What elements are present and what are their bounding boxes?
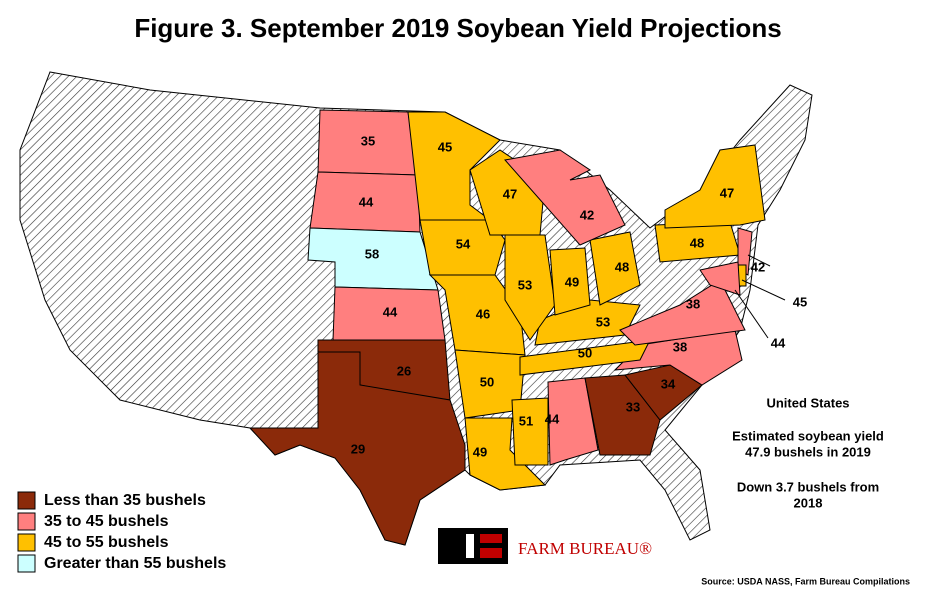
legend-swatch [17,512,36,531]
state-value: 38 [686,296,700,311]
legend-label: 45 to 55 bushels [44,534,169,551]
note: United States [766,395,849,410]
state [584,374,661,456]
state [504,149,626,246]
note: Down 3.7 bushels from [737,479,879,494]
state [519,339,651,376]
leader-line [734,289,769,339]
state-value: 49 [565,274,579,289]
leader-lines [734,254,786,339]
state-value: 44 [383,304,398,319]
note: 47.9 bushels in 2019 [745,444,871,459]
legend-swatch [17,554,36,573]
state-value: 48 [690,235,704,250]
state-value: 38 [673,339,687,354]
state [664,144,766,229]
state [699,261,741,296]
legend-swatch [17,533,36,552]
state-value: 44 [771,335,786,350]
logo-mark [466,534,474,558]
state-value: 46 [476,306,490,321]
state-value: 53 [518,277,532,292]
state [737,227,753,276]
state-value: 48 [615,259,629,274]
leader-line [741,279,786,301]
state [419,219,506,276]
state [504,234,556,341]
state-value: 50 [480,374,494,389]
state-value: 50 [578,345,592,360]
state-value: 44 [545,411,560,426]
logo-mark [480,548,502,558]
state-value: 49 [473,444,487,459]
logo-mark [480,534,502,543]
title: Figure 3. September 2019 Soybean Yield P… [134,13,781,43]
state [619,279,746,346]
state [464,417,547,491]
state-value: 53 [596,314,610,329]
leader-line [747,254,771,267]
state-value: 29 [351,441,365,456]
state-value: 42 [580,207,594,222]
legend: Less than 35 bushels 35 to 45 bushels 45 t… [17,491,226,573]
state [589,231,641,306]
state-value: 44 [359,194,374,209]
legend-label: Greater than 55 bushels [44,555,226,572]
state-value: 26 [397,363,411,378]
state-value: 34 [661,376,676,391]
state-value: 33 [626,399,640,414]
states: 35 44 58 44 26 29 45 54 46 50 49 51 44 33 34 38 50 53 38 47… [248,109,807,546]
notes: United States Estimated soybean yield47.9… [732,395,884,510]
state-value: 45 [793,294,807,309]
state-value: 35 [361,133,375,148]
state-value: 45 [438,139,452,154]
state-value: 42 [751,259,765,274]
note: Estimated soybean yield [732,428,884,443]
state-value: 47 [503,186,517,201]
state [547,377,599,466]
state-value: 47 [720,185,734,200]
logo: FARM BUREAU® [438,528,652,564]
legend-swatch [17,491,36,510]
state [549,247,591,316]
state-value: 54 [456,236,471,251]
logo-text: FARM BUREAU® [518,539,652,558]
source: Source: USDA NASS, Farm Bureau Compilati… [701,576,910,586]
note: 2018 [794,495,823,510]
state-value: 51 [519,413,533,428]
legend-label: Less than 35 bushels [44,492,206,509]
state-value: 58 [365,246,379,261]
legend-label: 35 to 45 bushels [44,513,169,530]
state [248,351,466,546]
state [511,397,549,466]
